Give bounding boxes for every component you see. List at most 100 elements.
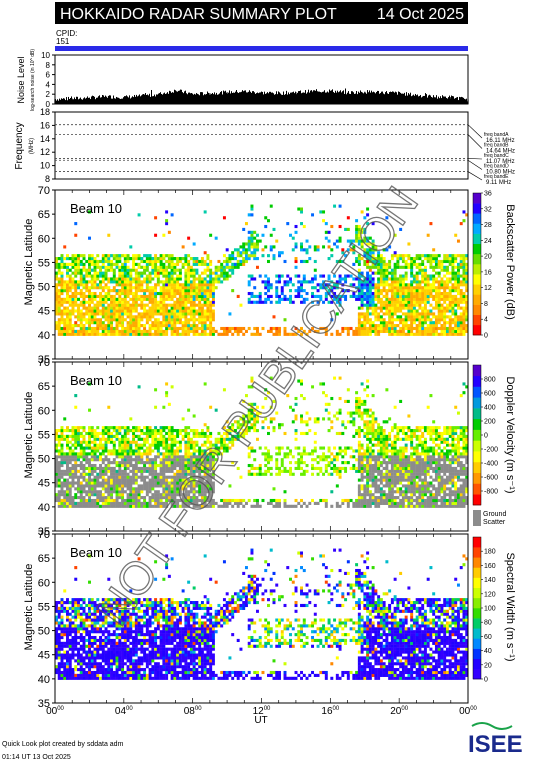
velocity-cell [239, 498, 243, 503]
power-cell [214, 286, 218, 290]
power-cell [203, 262, 207, 266]
velocity-cell [112, 501, 116, 505]
velocity-cell [236, 504, 240, 508]
velocity-cell [167, 449, 171, 453]
velocity-cell [68, 504, 72, 508]
power-cell [57, 262, 61, 266]
power-cell [170, 309, 174, 313]
velocity-cell [198, 463, 202, 468]
power-cell [187, 268, 191, 272]
power-cell [300, 326, 303, 331]
power-cell [302, 329, 306, 333]
power-cell [214, 274, 218, 278]
power-cell [366, 277, 370, 281]
power-cell [209, 329, 213, 333]
power-cell [418, 315, 422, 319]
power-cell [200, 271, 204, 275]
power-cell [316, 248, 320, 252]
velocity-cell [90, 498, 94, 503]
power-cell [126, 303, 130, 307]
power-cell [421, 268, 425, 272]
power-cell [443, 318, 447, 322]
power-cell [170, 332, 174, 336]
power-cell [267, 277, 270, 281]
power-cell [57, 326, 61, 331]
power-cell [55, 309, 58, 313]
power-cell [379, 329, 383, 333]
power-cell [412, 326, 416, 331]
velocity-cell [85, 478, 89, 482]
power-cell [247, 236, 251, 240]
power-cell [93, 303, 97, 307]
power-cell [459, 254, 463, 258]
power-cell [189, 280, 193, 284]
power-cell [176, 303, 180, 307]
power-cell [104, 259, 108, 264]
power-cell [112, 326, 116, 331]
power-cell [393, 286, 397, 290]
power-cell [181, 312, 185, 316]
power-cell [415, 280, 419, 284]
power-cell [129, 283, 133, 287]
velocity-cell [154, 463, 158, 468]
velocity-cell [68, 501, 72, 505]
power-cell [68, 289, 72, 293]
velocity-cell [173, 455, 177, 459]
noise-bar-fill [375, 93, 376, 104]
power-cell [200, 289, 204, 293]
noise-bar-fill [179, 90, 180, 104]
frequency-legend-connector [467, 158, 483, 160]
power-cell [407, 315, 411, 319]
power-cell [426, 289, 430, 293]
velocity-cell [79, 475, 83, 479]
power-cell [90, 262, 94, 266]
power-cell [462, 332, 466, 336]
power-cell [195, 286, 199, 290]
noise-bar-fill [160, 92, 161, 104]
velocity-cell [143, 478, 147, 482]
power-cell [145, 286, 149, 290]
velocity-cell [140, 484, 144, 488]
velocity-cell [209, 466, 213, 471]
power-cell [74, 233, 78, 237]
velocity-cell [129, 493, 133, 497]
power-cell [429, 321, 433, 325]
power-cell [55, 326, 58, 331]
velocity-cell [211, 472, 215, 476]
noise-bar-fill [200, 92, 201, 104]
power-cell [121, 318, 125, 322]
noise-bar-fill [122, 98, 123, 104]
power-cell [465, 289, 469, 293]
power-cell [388, 259, 392, 264]
power-cell [456, 291, 460, 296]
velocity-cell [247, 452, 251, 456]
power-cell [123, 289, 127, 293]
power-cell [349, 274, 353, 278]
power-cell [357, 289, 361, 293]
power-cell [275, 289, 279, 293]
velocity-cell [96, 498, 100, 503]
velocity-cell [187, 440, 191, 444]
velocity-cell [195, 475, 199, 479]
velocity-cell [77, 469, 80, 473]
velocity-cell [151, 443, 155, 447]
velocity-cell [71, 449, 75, 453]
velocity-cell [184, 466, 188, 471]
velocity-cell [264, 469, 268, 473]
power-cell [338, 303, 342, 307]
power-cell [355, 294, 359, 299]
power-colorbar-tick-label: 32 [484, 206, 492, 213]
power-cell [445, 294, 449, 299]
power-cell [101, 321, 105, 325]
power-cell [93, 259, 97, 264]
velocity-cell [214, 501, 218, 505]
power-cell [151, 286, 155, 290]
noise-bar-fill [370, 92, 371, 104]
velocity-cell [137, 452, 141, 456]
velocity-cell [123, 458, 127, 462]
frequency-frame [54, 111, 469, 180]
velocity-cell [253, 426, 257, 430]
velocity-cell [66, 472, 69, 476]
power-cell [170, 283, 174, 287]
